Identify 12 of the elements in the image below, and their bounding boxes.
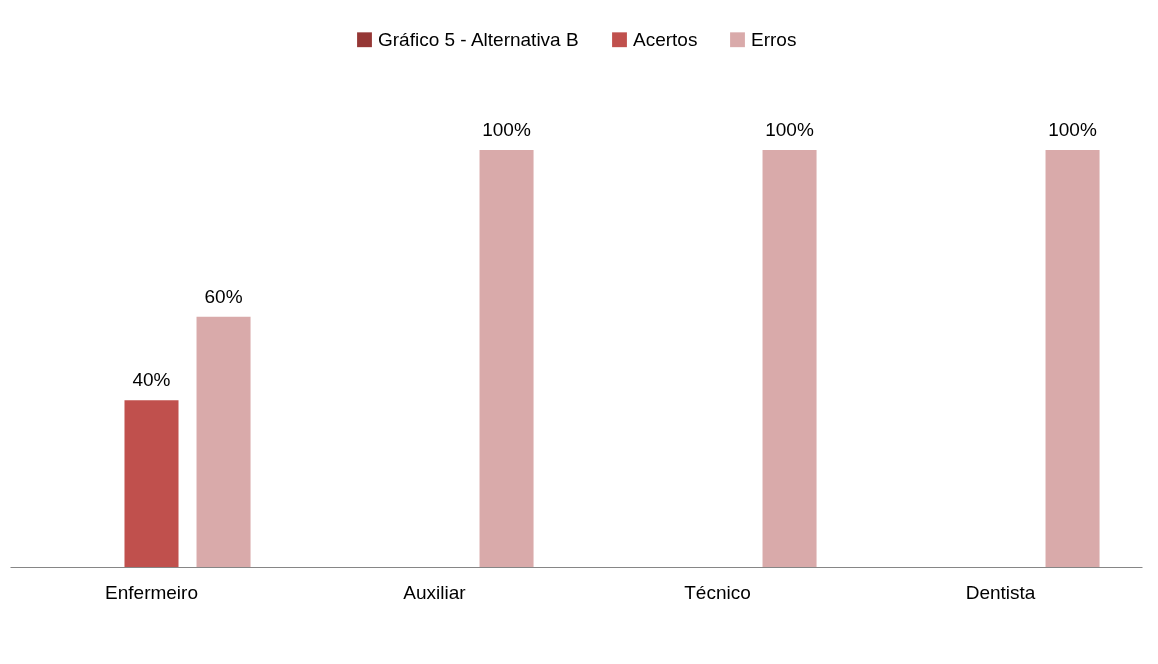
x-tick-label: Técnico (684, 581, 751, 603)
legend-label: Acertos (633, 28, 698, 50)
x-tick-label: Dentista (965, 581, 1036, 603)
legend-label: Gráfico 5 - Alternativa B (378, 28, 579, 50)
data-label: 100% (1048, 119, 1097, 140)
data-label: 100% (482, 119, 531, 140)
x-tick-label: Auxiliar (403, 581, 467, 603)
data-label: 60% (204, 285, 243, 307)
data-label: 100% (765, 119, 814, 140)
x-tick-label: Enfermeiro (105, 581, 198, 603)
data-label: 40% (132, 369, 171, 391)
legend-label: Erros (751, 28, 797, 50)
